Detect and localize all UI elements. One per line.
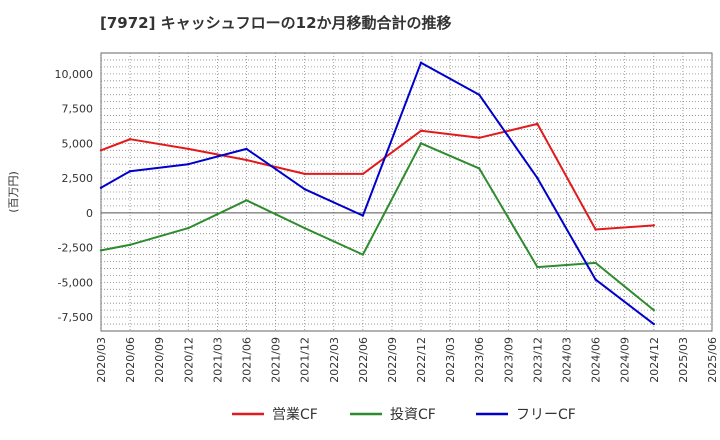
- data-point: [99, 149, 103, 152]
- data-point: [419, 61, 423, 64]
- x-tick-label: 2022/09: [386, 337, 399, 383]
- y-tick-label: 10,000: [55, 68, 94, 81]
- data-point: [187, 163, 190, 166]
- data-point: [536, 122, 539, 126]
- y-tick-label: -5,000: [58, 276, 93, 289]
- data-point: [419, 142, 423, 145]
- y-tick-label: 7,500: [62, 103, 94, 116]
- data-point: [478, 136, 481, 139]
- legend-label: フリーCF: [516, 407, 576, 423]
- axis-layer: -7,500 -5,000 -2,500 0 2,500 5,000 7,500 10,000…: [7, 68, 719, 383]
- data-point: [128, 169, 132, 173]
- data-point: [652, 308, 656, 312]
- x-tick-label: 2023/09: [502, 337, 515, 383]
- data-point: [478, 93, 481, 96]
- data-point: [361, 172, 365, 176]
- data-point: [478, 167, 481, 170]
- data-point: [419, 129, 423, 133]
- x-tick-label: 2024/09: [619, 337, 632, 383]
- x-tick-label: 2023/12: [531, 337, 544, 383]
- x-tick-label: 2020/09: [153, 337, 166, 383]
- series-layer: [99, 61, 656, 326]
- data-point: [128, 137, 132, 141]
- data-point: [303, 188, 306, 191]
- x-tick-label: 2020/03: [95, 337, 108, 383]
- x-tick-label: 2023/06: [473, 337, 486, 383]
- chart-title: [7972] キャッシュフローの12か月移動合計の推移: [100, 14, 452, 32]
- data-point: [361, 214, 365, 217]
- data-point: [594, 228, 597, 231]
- data-point: [652, 224, 656, 227]
- y-tick-label: 5,000: [62, 137, 94, 150]
- x-tick-label: 2020/06: [124, 337, 137, 383]
- x-tick-label: 2021/12: [299, 337, 312, 383]
- data-point: [652, 322, 656, 326]
- legend-label: 営業CF: [272, 407, 318, 423]
- y-tick-label: 2,500: [62, 172, 94, 185]
- x-tick-label: 2021/06: [240, 337, 253, 383]
- data-point: [99, 249, 103, 252]
- data-point: [187, 147, 190, 151]
- y-tick-label: -2,500: [58, 242, 93, 255]
- data-point: [594, 261, 597, 265]
- data-point: [536, 265, 539, 269]
- x-tick-label: 2022/03: [328, 337, 341, 383]
- x-tick-label: 2021/09: [270, 337, 283, 383]
- data-point: [99, 186, 103, 190]
- data-point: [594, 278, 597, 281]
- y-tick-label: 0: [86, 207, 93, 220]
- grid-layer: [100, 52, 713, 332]
- x-tick-label: 2024/06: [590, 337, 603, 383]
- data-point: [245, 158, 248, 162]
- data-point: [245, 199, 248, 202]
- x-tick-label: 2024/12: [648, 337, 661, 383]
- data-point: [128, 243, 132, 247]
- y-axis-label: (百万円): [7, 171, 20, 213]
- x-tick-label: 2023/03: [444, 337, 457, 383]
- x-tick-label: 2025/03: [677, 337, 690, 383]
- y-tick-label: -7,500: [58, 311, 93, 324]
- x-tick-label: 2022/06: [357, 337, 370, 383]
- legend-layer: 営業CF 投資CF フリーCF: [232, 407, 576, 423]
- data-point: [303, 226, 306, 230]
- data-point: [303, 172, 306, 176]
- x-tick-label: 2022/12: [415, 337, 428, 383]
- data-point: [536, 176, 539, 180]
- data-point: [187, 226, 190, 230]
- legend-label: 投資CF: [390, 407, 436, 423]
- x-tick-label: 2025/06: [706, 337, 719, 383]
- x-tick-label: 2021/03: [211, 337, 224, 383]
- data-point: [361, 253, 365, 256]
- x-tick-label: 2020/12: [182, 337, 195, 383]
- x-tick-label: 2024/03: [561, 337, 574, 383]
- data-point: [245, 147, 248, 151]
